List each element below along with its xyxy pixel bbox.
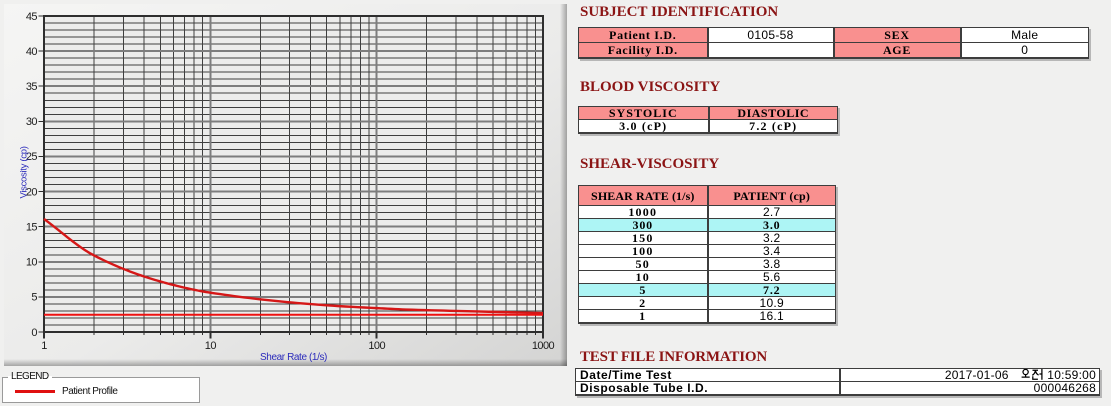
svg-text:Viscosity (cp): Viscosity (cp) xyxy=(19,146,30,198)
svg-text:1000: 1000 xyxy=(532,340,555,352)
svg-text:25: 25 xyxy=(26,151,38,163)
svg-text:15: 15 xyxy=(26,221,38,233)
svg-text:1: 1 xyxy=(41,340,47,352)
svg-text:40: 40 xyxy=(26,46,38,58)
svg-text:45: 45 xyxy=(26,11,38,23)
svg-text:5: 5 xyxy=(31,292,37,304)
svg-text:0: 0 xyxy=(31,327,37,339)
svg-text:100: 100 xyxy=(368,340,385,352)
svg-text:35: 35 xyxy=(26,81,38,93)
svg-text:10: 10 xyxy=(205,340,217,352)
svg-text:20: 20 xyxy=(26,186,38,198)
svg-text:10: 10 xyxy=(26,257,38,269)
svg-text:30: 30 xyxy=(26,116,38,128)
svg-text:Shear Rate (1/s): Shear Rate (1/s) xyxy=(260,352,327,363)
